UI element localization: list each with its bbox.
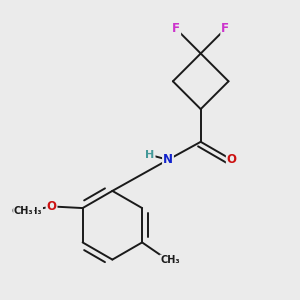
Text: O: O [227, 153, 237, 166]
Text: F: F [221, 22, 229, 35]
Text: N: N [163, 153, 173, 166]
Text: H: H [146, 150, 154, 160]
Text: F: F [172, 22, 180, 35]
Text: O: O [46, 200, 56, 213]
Text: CH₃: CH₃ [160, 255, 180, 266]
Text: CH₃: CH₃ [14, 206, 34, 216]
Text: O–CH₃: O–CH₃ [12, 207, 42, 216]
